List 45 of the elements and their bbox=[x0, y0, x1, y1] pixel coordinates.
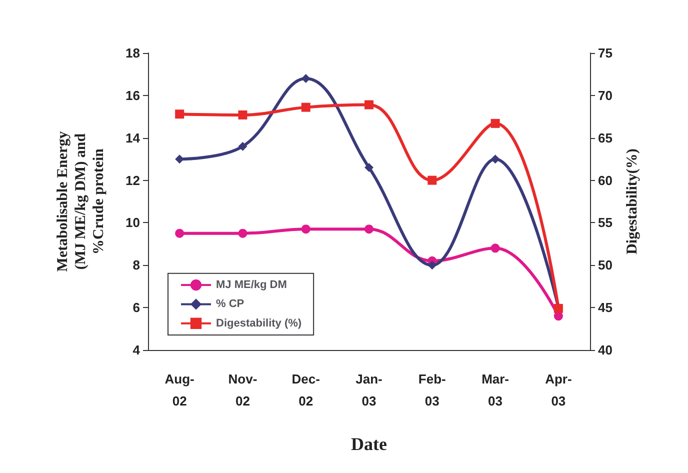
point bbox=[364, 100, 374, 110]
point bbox=[301, 224, 310, 234]
x-tick-label: Aug-02 bbox=[164, 372, 194, 408]
x-tick-label: Apr-03 bbox=[545, 372, 572, 408]
point bbox=[490, 244, 500, 253]
y2-tick-label: 40 bbox=[598, 342, 612, 358]
y2-tick-label: 75 bbox=[598, 46, 612, 60]
y-tick-label: 18 bbox=[126, 46, 140, 60]
point bbox=[364, 224, 374, 234]
x-tick-label: Jan-03 bbox=[356, 372, 382, 408]
x-axis-title: Date bbox=[351, 434, 387, 454]
point bbox=[238, 228, 248, 238]
y-tick-label: 10 bbox=[126, 215, 140, 230]
y2-axis-title: Digestability(%) bbox=[624, 148, 640, 254]
legend-label: % CP bbox=[216, 298, 244, 310]
y2-tick-label: 50 bbox=[598, 258, 612, 273]
legend-label: MJ ME/kg DM bbox=[216, 279, 287, 291]
x-tick-label: Mar-03 bbox=[482, 372, 510, 408]
point bbox=[490, 118, 500, 128]
point bbox=[301, 102, 310, 112]
y-tick-label: 6 bbox=[132, 300, 140, 316]
point bbox=[428, 176, 437, 185]
point bbox=[301, 74, 310, 83]
x-tick-label: Dec-02 bbox=[292, 372, 320, 408]
x-tick-label: Feb-03 bbox=[418, 372, 446, 408]
y2-tick-label: 65 bbox=[598, 130, 612, 146]
point bbox=[428, 260, 437, 270]
y2-tick-label: 55 bbox=[598, 215, 612, 230]
y-tick-label: 4 bbox=[132, 342, 141, 358]
point bbox=[175, 110, 184, 119]
y-tick-label: 14 bbox=[126, 130, 141, 146]
point bbox=[490, 154, 500, 164]
y-tick-label: 16 bbox=[126, 88, 140, 103]
y-tick-label: 8 bbox=[132, 258, 140, 273]
point bbox=[238, 110, 248, 120]
point bbox=[175, 228, 184, 238]
x-tick-label: Nov-02 bbox=[228, 372, 258, 408]
y2-tick-label: 70 bbox=[598, 88, 612, 103]
point bbox=[364, 163, 374, 172]
y2-tick-label: 60 bbox=[598, 172, 612, 188]
y-axis-title: Metabolisable Energy (MJ ME/kg DM) and %Crude protein bbox=[55, 130, 107, 272]
legend-label: Digestability (%) bbox=[216, 317, 302, 330]
y2-tick-label: 45 bbox=[598, 300, 612, 316]
y-tick-label: 12 bbox=[126, 172, 140, 188]
point bbox=[238, 142, 248, 151]
